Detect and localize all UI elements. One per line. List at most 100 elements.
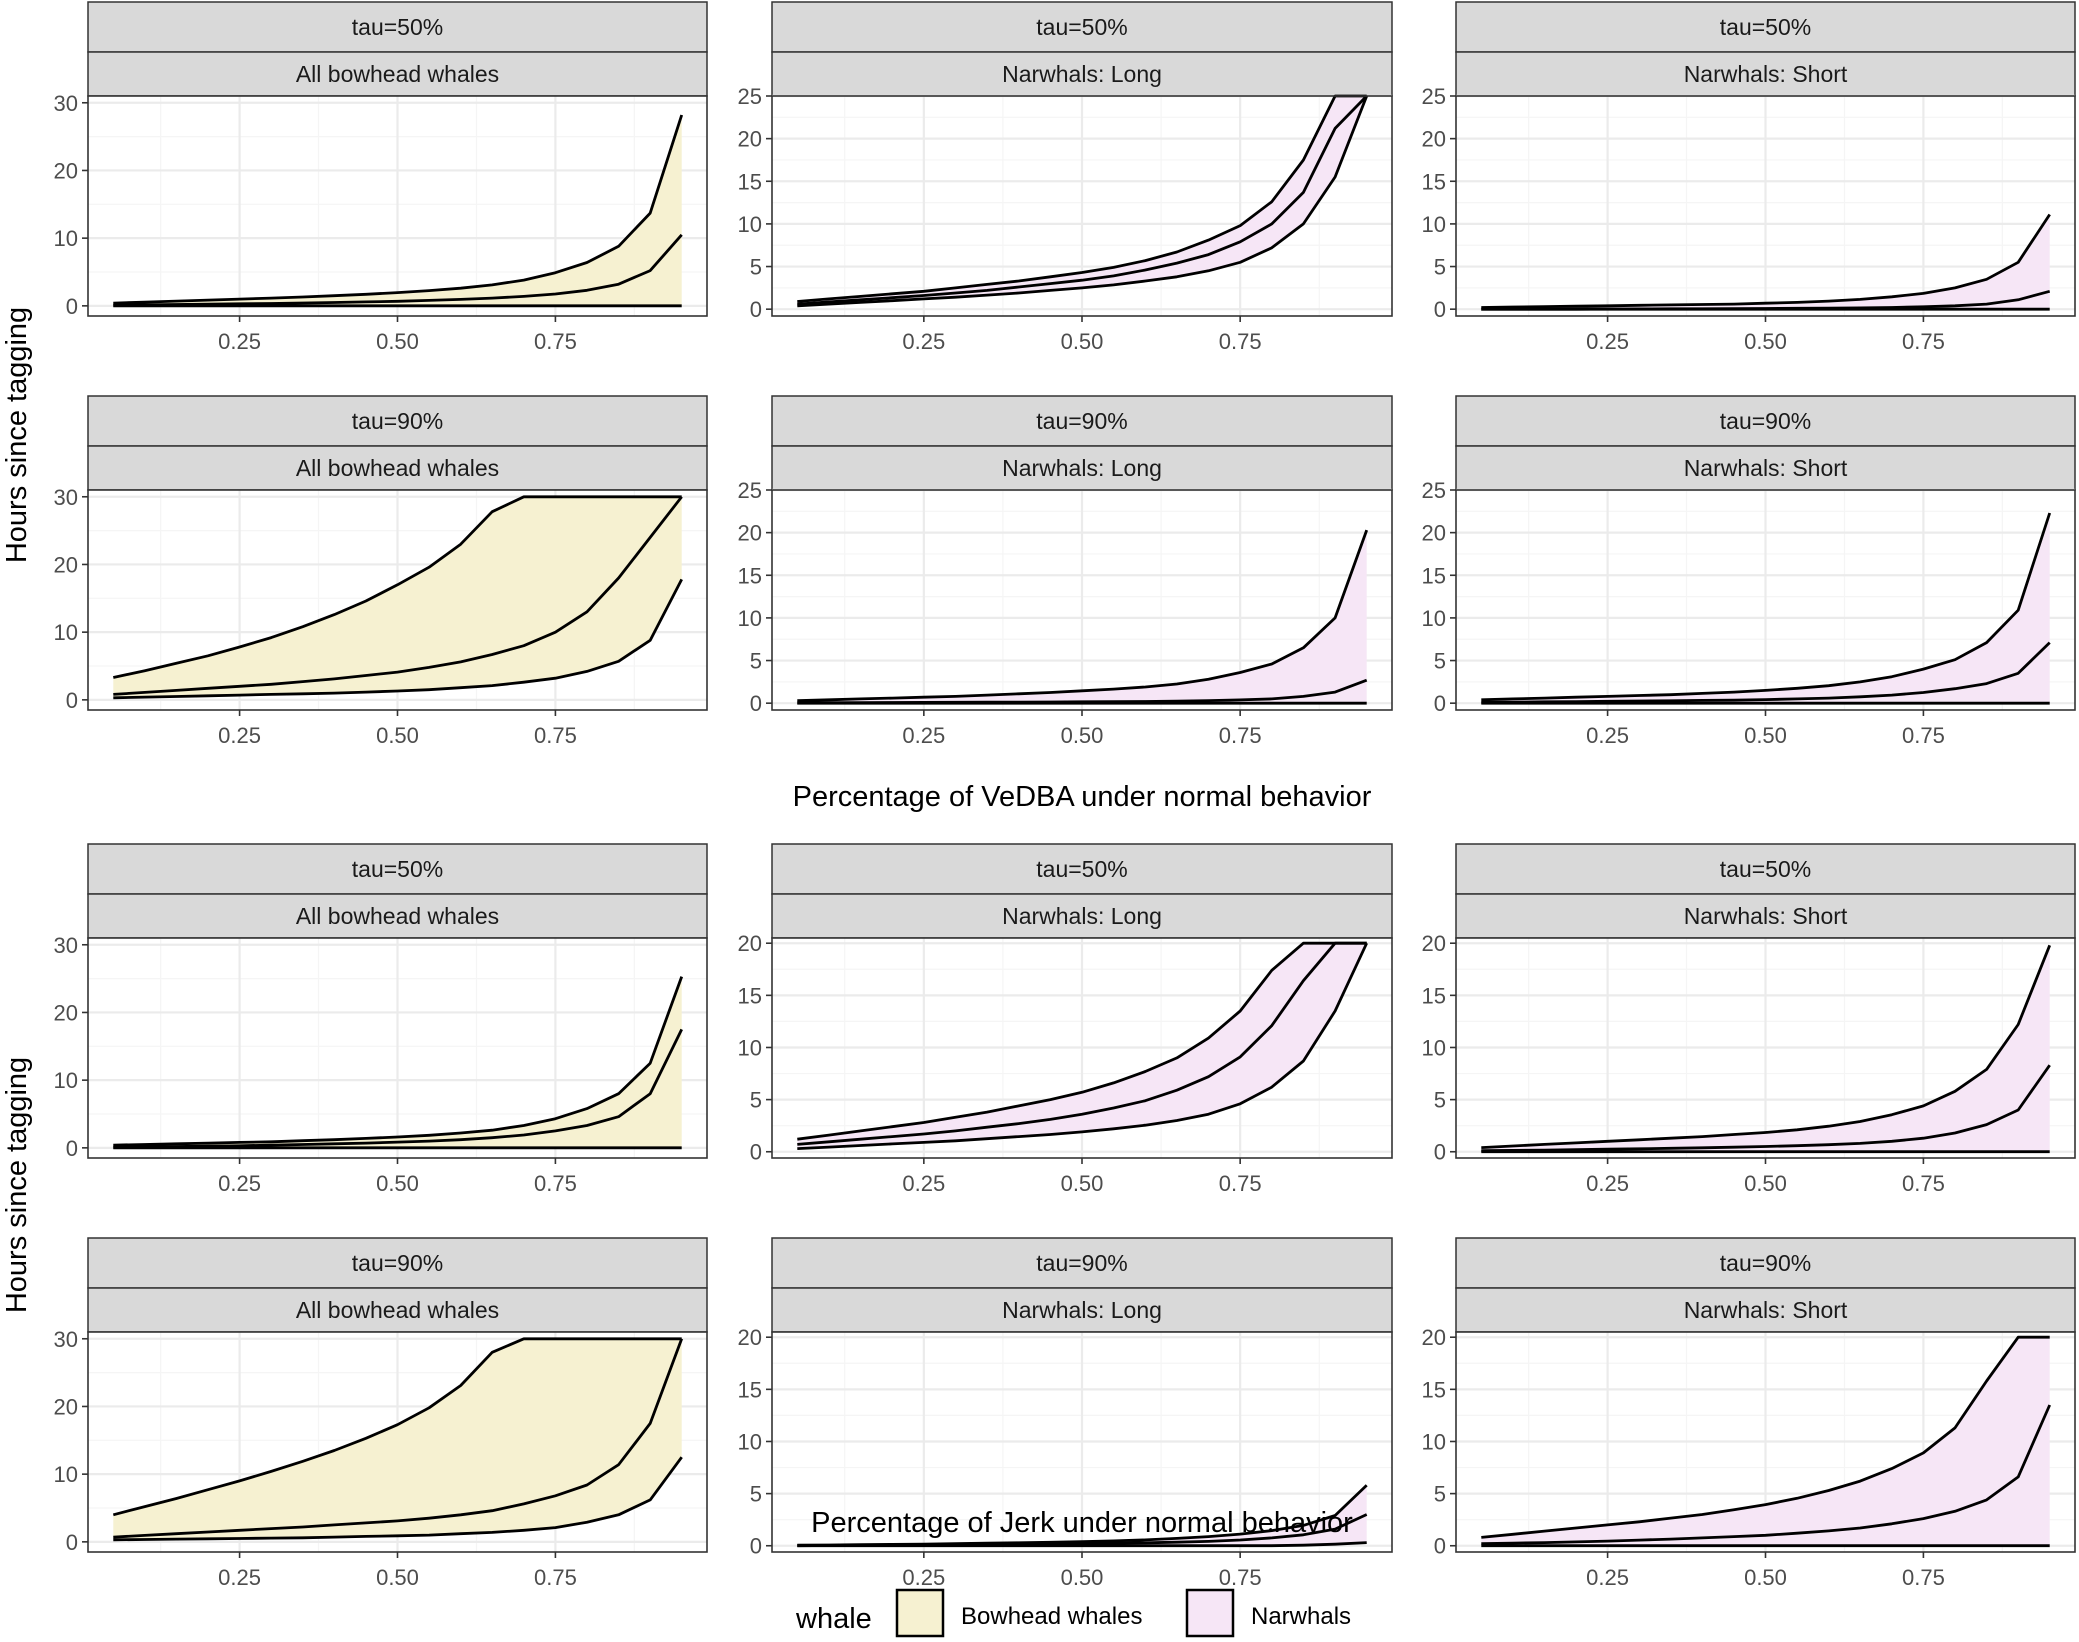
- panel-g1-p1: tau=50% Narwhals: Long 0 5 10 15 20 0.25 0.50 0.7…: [738, 843, 1393, 1196]
- y-tick-label-g0-p0-0: 0: [66, 294, 78, 319]
- y-tick-label-g1-p4-1: 5: [750, 1482, 762, 1507]
- y-tick-label-g0-p5-2: 10: [1422, 606, 1446, 631]
- strip-subset-label-g1-p1: Narwhals: Long: [1002, 903, 1162, 929]
- ribbon-g0-p4: [797, 530, 1367, 704]
- strip-tau-label-g0-p5: tau=90%: [1720, 408, 1811, 434]
- strip-tau-g1-p1: [771, 843, 1393, 895]
- x-tick-label-g0-p2-1: 0.50: [1744, 329, 1787, 354]
- x-tick-label-g1-p3-0: 0.25: [218, 1565, 261, 1590]
- line-upper-g1-p0: [113, 976, 684, 1147]
- y-tick-label-g1-p1-3: 15: [738, 983, 762, 1008]
- y-tick-label-g0-p5-1: 5: [1434, 649, 1446, 674]
- x-tick-label-g1-p4-2: 0.75: [1219, 1565, 1262, 1590]
- line-upper-g0-p3: [113, 495, 682, 679]
- x-tick-label-g0-p5-1: 0.50: [1744, 723, 1787, 748]
- ribbon-g1-p3: [113, 1338, 682, 1540]
- line-median-g0-p1: [797, 95, 1368, 306]
- strip-subset-g1-p3: [87, 1287, 708, 1333]
- panel-g1-p5: tau=90% Narwhals: Short 0 5 10 15 20 0.25 0.50 0.…: [1422, 1237, 2076, 1590]
- x-tick-label-g1-p4-0: 0.25: [902, 1565, 945, 1590]
- y-tick-label-g1-p5-1: 5: [1434, 1482, 1446, 1507]
- strip-tau-g1-p5: [1455, 1237, 2076, 1289]
- legend: whale Bowhead whales Narwhals: [795, 1588, 1351, 1638]
- y-tick-label-g0-p1-0: 0: [750, 297, 762, 322]
- ribbon-g1-p0: [113, 976, 682, 1148]
- x-tick-label-g1-p1-1: 0.50: [1061, 1171, 1104, 1196]
- x-tick-label-g1-p5-1: 0.50: [1744, 1565, 1787, 1590]
- strip-subset-label-g0-p0: All bowhead whales: [296, 61, 499, 87]
- strip-subset-label-g0-p5: Narwhals: Short: [1684, 455, 1848, 481]
- panel-g0-p2: tau=50% Narwhals: Short 0 5 10 15 20 25 0.25 0.50…: [1422, 1, 2076, 354]
- x-tick-label-g0-p1-2: 0.75: [1219, 329, 1262, 354]
- y-tick-label-g1-p1-2: 10: [738, 1035, 762, 1060]
- line-median-g1-p0: [113, 1028, 683, 1149]
- y-tick-label-g0-p4-2: 10: [738, 606, 762, 631]
- ribbon-g0-p2: [1481, 214, 2050, 310]
- y-tick-label-g0-p5-5: 25: [1422, 478, 1446, 503]
- x-tick-label-g1-p0-0: 0.25: [218, 1171, 261, 1196]
- y-tick-label-g1-p1-0: 0: [750, 1140, 762, 1165]
- y-tick-label-g1-p2-0: 0: [1434, 1140, 1446, 1165]
- y-tick-label-g1-p3-1: 10: [54, 1462, 78, 1487]
- x-tick-label-g0-p5-2: 0.75: [1902, 723, 1945, 748]
- panels-layer: tau=50% All bowhead whales 0 10 20 30 0.25 0.50…: [54, 1, 2076, 1590]
- x-tick-label-g1-p1-2: 0.75: [1219, 1171, 1262, 1196]
- y-tick-label-g1-p3-0: 0: [66, 1530, 78, 1555]
- x-tick-label-g0-p3-2: 0.75: [534, 723, 577, 748]
- legend-title: whale: [795, 1603, 872, 1635]
- strip-subset-g0-p4: [771, 445, 1393, 491]
- line-upper-g0-p5: [1481, 512, 2052, 702]
- x-tick-label-g1-p5-0: 0.25: [1586, 1565, 1629, 1590]
- y-tick-label-g1-p0-1: 10: [54, 1068, 78, 1093]
- line-upper-g1-p4: [797, 1484, 1368, 1547]
- y-tick-label-g0-p3-0: 0: [66, 688, 78, 713]
- strip-tau-label-g1-p3: tau=90%: [352, 1250, 443, 1276]
- x-tick-label-g0-p1-0: 0.25: [902, 329, 945, 354]
- x-tick-label-g1-p5-2: 0.75: [1902, 1565, 1945, 1590]
- ribbon-g0-p5: [1481, 513, 2050, 704]
- y-tick-label-g1-p5-0: 0: [1434, 1534, 1446, 1559]
- ribbon-g1-p4: [797, 1485, 1367, 1546]
- strip-tau-label-g1-p1: tau=50%: [1036, 856, 1127, 882]
- x-tick-label-g0-p0-1: 0.50: [376, 329, 419, 354]
- legend-key-narwhals: [1185, 1588, 1235, 1638]
- y-tick-label-g1-p4-2: 10: [738, 1429, 762, 1454]
- ribbon-g1-p1: [797, 943, 1367, 1149]
- legend-label-narwhals: Narwhals: [1251, 1603, 1351, 1630]
- panel-g0-p3: tau=90% All bowhead whales 0 10 20 30 0.25 0.50…: [54, 395, 708, 748]
- strip-subset-g1-p2: [1455, 893, 2076, 939]
- strip-tau-g0-p1: [771, 1, 1393, 53]
- strip-subset-label-g0-p3: All bowhead whales: [296, 455, 499, 481]
- x-tick-label-g0-p4-2: 0.75: [1219, 723, 1262, 748]
- y-tick-label-g1-p4-0: 0: [750, 1534, 762, 1559]
- x-tick-label-g0-p0-0: 0.25: [218, 329, 261, 354]
- y-tick-label-g0-p3-3: 30: [54, 485, 78, 510]
- x-tick-label-g0-p0-2: 0.75: [534, 329, 577, 354]
- x-axis-title-vedba: Percentage of VeDBA under normal behavio…: [793, 781, 1372, 813]
- y-tick-label-g0-p1-4: 20: [738, 127, 762, 152]
- y-tick-label-g0-p0-1: 10: [54, 226, 78, 251]
- line-median-g1-p3: [113, 1338, 684, 1539]
- x-tick-label-g0-p5-0: 0.25: [1586, 723, 1629, 748]
- x-tick-label-g1-p0-2: 0.75: [534, 1171, 577, 1196]
- line-upper-g0-p2: [1481, 213, 2051, 309]
- y-tick-label-g0-p1-2: 10: [738, 212, 762, 237]
- strip-tau-label-g0-p0: tau=50%: [352, 14, 443, 40]
- line-upper-g0-p4: [797, 529, 1369, 702]
- y-tick-label-g1-p0-2: 20: [54, 1000, 78, 1025]
- y-tick-label-g0-p1-5: 25: [738, 84, 762, 109]
- line-upper-g1-p2: [1481, 944, 2052, 1149]
- ribbon-g1-p5: [1481, 1337, 2050, 1546]
- strip-subset-g0-p3: [87, 445, 708, 491]
- strip-subset-g1-p1: [771, 893, 1393, 939]
- line-median-g1-p2: [1481, 1064, 2051, 1153]
- line-median-g1-p5: [1481, 1404, 2051, 1546]
- strip-subset-label-g1-p3: All bowhead whales: [296, 1297, 499, 1323]
- line-median-g1-p1: [797, 941, 1367, 1146]
- line-lower-g0-p3: [113, 578, 683, 700]
- ribbon-g0-p3: [113, 496, 682, 698]
- y-tick-label-g0-p5-0: 0: [1434, 691, 1446, 716]
- y-tick-label-g0-p4-1: 5: [750, 649, 762, 674]
- y-tick-label-g1-p2-2: 10: [1422, 1035, 1446, 1060]
- strip-tau-label-g0-p2: tau=50%: [1720, 14, 1811, 40]
